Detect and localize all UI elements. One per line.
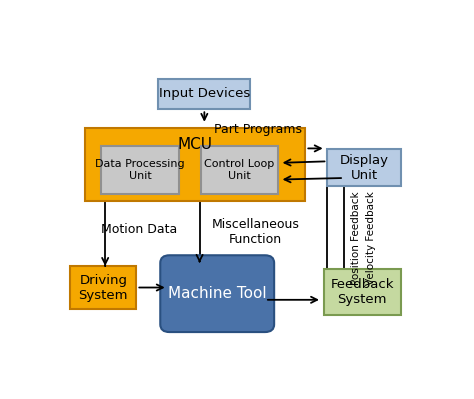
- Text: Control Loop
Unit: Control Loop Unit: [204, 159, 274, 181]
- Text: Data Processing
Unit: Data Processing Unit: [95, 159, 185, 181]
- Text: Machine Tool: Machine Tool: [168, 286, 266, 301]
- FancyBboxPatch shape: [201, 146, 278, 194]
- Text: Driving
System: Driving System: [79, 274, 128, 302]
- Text: Part Programs: Part Programs: [213, 123, 301, 136]
- FancyBboxPatch shape: [101, 146, 179, 194]
- FancyBboxPatch shape: [328, 149, 401, 186]
- Text: Display
Unit: Display Unit: [340, 154, 389, 182]
- Text: Feedback
System: Feedback System: [330, 278, 394, 306]
- Text: Position Feedback: Position Feedback: [351, 192, 361, 285]
- Text: Motion Data: Motion Data: [101, 223, 178, 236]
- FancyBboxPatch shape: [158, 79, 250, 109]
- FancyBboxPatch shape: [70, 266, 137, 309]
- Text: MCU: MCU: [178, 137, 213, 152]
- FancyBboxPatch shape: [324, 269, 401, 315]
- Text: Miscellaneous
Function: Miscellaneous Function: [212, 218, 300, 246]
- FancyBboxPatch shape: [85, 128, 305, 201]
- FancyBboxPatch shape: [160, 255, 274, 332]
- Text: Input Devices: Input Devices: [159, 87, 250, 101]
- Text: Velocity Feedback: Velocity Feedback: [366, 192, 376, 285]
